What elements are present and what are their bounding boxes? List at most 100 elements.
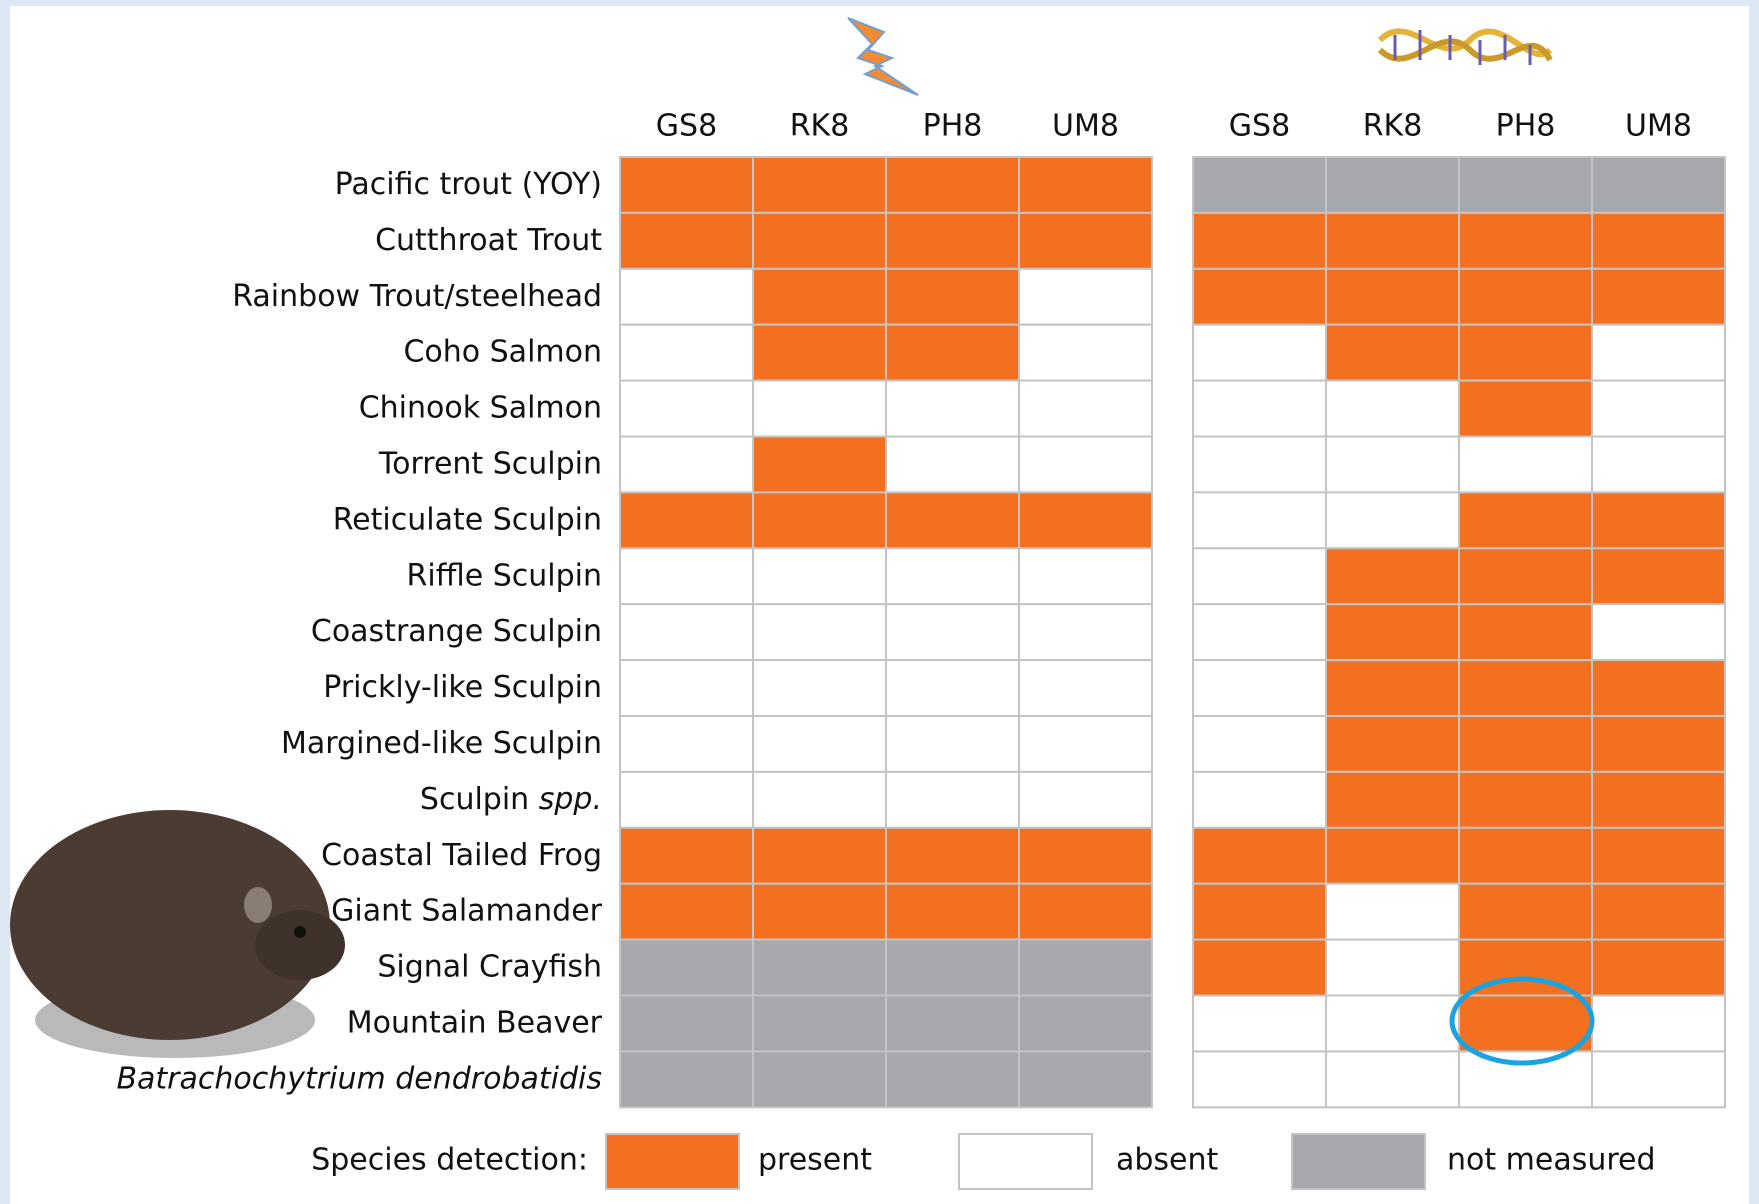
row-label-text: Riffle Sculpin: [407, 558, 602, 593]
legend-label: absent: [1116, 1143, 1219, 1178]
row-label: Riffle Sculpin: [407, 558, 602, 593]
row-label: Cutthroat Trout: [375, 222, 602, 257]
cell: [1325, 994, 1460, 1053]
cell: [1018, 603, 1153, 662]
row-label-italic: spp.: [539, 781, 602, 816]
cell: [619, 1050, 754, 1109]
cell: [1325, 435, 1460, 494]
cell: [1018, 323, 1153, 382]
cell: [885, 938, 1020, 997]
cell: [1591, 882, 1726, 941]
cell: [1192, 323, 1327, 382]
cell: [619, 323, 754, 382]
cell: [1325, 156, 1460, 214]
cell: [885, 379, 1020, 438]
cell: [752, 603, 887, 662]
cell: [1325, 547, 1460, 606]
legend-swatch: [605, 1133, 740, 1190]
cell: [752, 547, 887, 606]
cell: [1458, 156, 1593, 214]
cell: [1458, 770, 1593, 829]
cell: [885, 156, 1020, 214]
column-header: UM8: [1052, 109, 1119, 144]
cell: [1591, 491, 1726, 550]
row-label: Coho Salmon: [403, 334, 602, 369]
cell: [619, 938, 754, 997]
cell: [885, 994, 1020, 1053]
cell: [1458, 715, 1593, 773]
cell: [752, 379, 887, 438]
cell: [619, 826, 754, 885]
row-label: Reticulate Sculpin: [333, 502, 602, 537]
cell: [1458, 994, 1593, 1053]
cell: [1458, 267, 1593, 326]
cell: [1018, 938, 1153, 997]
column-header: UM8: [1625, 109, 1692, 144]
cell: [885, 547, 1020, 606]
cell: [1458, 323, 1593, 382]
cell: [1458, 379, 1593, 438]
row-label: Mountain Beaver: [347, 1005, 603, 1040]
cell: [1325, 715, 1460, 773]
cell: [1325, 491, 1460, 550]
cell: [885, 826, 1020, 885]
cell: [1192, 211, 1327, 270]
cell: [619, 659, 754, 717]
row-label-text: Rainbow Trout/steelhead: [232, 278, 602, 313]
cell: [619, 491, 754, 550]
cell: [752, 491, 887, 550]
cell: [1192, 379, 1327, 438]
cell: [885, 267, 1020, 326]
row-label: Torrent Sculpin: [378, 446, 602, 481]
cell: [752, 323, 887, 382]
cell: [1591, 547, 1726, 606]
cell: [1192, 491, 1327, 550]
row-label: Rainbow Trout/steelhead: [232, 278, 602, 313]
cell: [752, 994, 887, 1053]
cell: [752, 882, 887, 941]
column-header: GS8: [656, 109, 717, 144]
cell: [885, 323, 1020, 382]
cell: [1458, 603, 1593, 662]
legend-swatch: [1291, 1133, 1426, 1190]
cell: [1192, 659, 1327, 717]
cell: [619, 994, 754, 1053]
cell: [619, 770, 754, 829]
cell: [1192, 603, 1327, 662]
cell: [1325, 826, 1460, 885]
cell: [1325, 1050, 1460, 1109]
cell: [1325, 938, 1460, 997]
row-label: Pacific trout (YOY): [335, 166, 602, 201]
cell: [1591, 379, 1726, 438]
cell: [619, 267, 754, 326]
cell: [885, 659, 1020, 717]
cell: [1192, 938, 1327, 997]
row-label-text: Giant Salamander: [331, 893, 603, 928]
row-label: Signal Crayfish: [377, 949, 602, 984]
cell: [619, 379, 754, 438]
cell: [1458, 826, 1593, 885]
cell: [1458, 211, 1593, 270]
cell: [1192, 267, 1327, 326]
cell: [1018, 882, 1153, 941]
cell: [1192, 156, 1327, 214]
cell: [1192, 435, 1327, 494]
row-label-text: Coho Salmon: [403, 334, 602, 369]
cell: [1018, 994, 1153, 1053]
cell: [1591, 211, 1726, 270]
cell: [1591, 435, 1726, 494]
row-label-text: Batrachochytrium dendrobatidis: [116, 1061, 602, 1096]
cell: [1591, 994, 1726, 1053]
cell: [1325, 211, 1460, 270]
row-label-text: Coastrange Sculpin: [311, 614, 602, 649]
row-label-text: Coastal Tailed Frog: [321, 837, 602, 872]
cell: [619, 156, 754, 214]
row-label: Coastrange Sculpin: [311, 614, 602, 649]
column-header: RK8: [790, 109, 850, 144]
cell: [885, 770, 1020, 829]
cell: [885, 603, 1020, 662]
cell: [1018, 659, 1153, 717]
cell: [1018, 435, 1153, 494]
cell: [885, 435, 1020, 494]
